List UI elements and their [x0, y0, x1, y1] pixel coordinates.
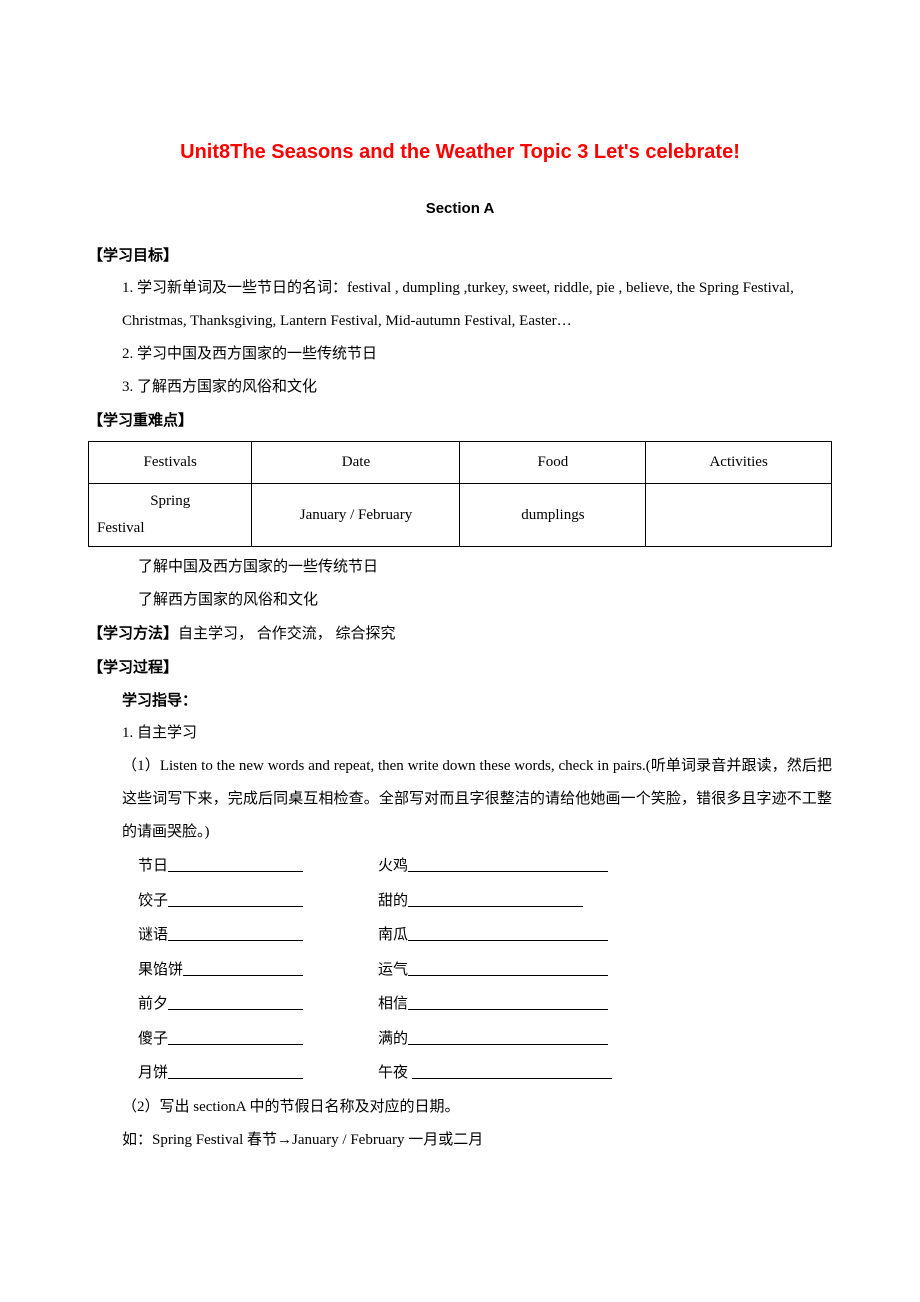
cell-activities [646, 484, 832, 547]
vocab-right: 南瓜 [378, 927, 408, 943]
vocab-list: 节日 火鸡 饺子 甜的 谜语 南瓜 果馅饼 运气 前夕 相信 傻子 满的 月饼 … [88, 849, 832, 1091]
th-date: Date [252, 442, 460, 484]
methods-heading: 【学习方法】 [88, 625, 178, 642]
blank-line [412, 1064, 612, 1079]
guide-label: 学习指导： [88, 684, 832, 717]
keypoints-note-1: 了解中国及西方国家的一些传统节日 [88, 551, 832, 584]
blank-line [168, 857, 303, 872]
blank-line [408, 995, 608, 1010]
table-header-row: Festivals Date Food Activities [89, 442, 832, 484]
vocab-right: 运气 [378, 962, 408, 978]
blank-line [168, 1064, 303, 1079]
vocab-row: 饺子 甜的 [138, 884, 832, 919]
cell-food: dumplings [460, 484, 646, 547]
vocab-right: 相信 [378, 996, 408, 1012]
goal-item-2: 2. 学习中国及西方国家的一些传统节日 [88, 338, 832, 371]
step1-label: 1. 自主学习 [88, 717, 832, 750]
cell-date: January / February [252, 484, 460, 547]
blank-line [408, 892, 583, 907]
vocab-row: 前夕 相信 [138, 987, 832, 1022]
vocab-right: 甜的 [378, 893, 408, 909]
vocab-right: 午夜 [378, 1065, 412, 1081]
festivals-table: Festivals Date Food Activities Spring Fe… [88, 441, 832, 547]
vocab-left: 前夕 [138, 996, 168, 1012]
vocab-row: 节日 火鸡 [138, 849, 832, 884]
vocab-row: 傻子 满的 [138, 1022, 832, 1057]
blank-line [408, 1030, 608, 1045]
process-heading: 【学习过程】 [88, 651, 832, 684]
step1-2-text: （2）写出 sectionA 中的节假日名称及对应的日期。 [88, 1091, 832, 1124]
vocab-row: 月饼 午夜 [138, 1056, 832, 1091]
goal-item-1: 1. 学习新单词及一些节日的名词：festival , dumpling ,tu… [88, 272, 832, 338]
th-festivals: Festivals [89, 442, 252, 484]
blank-line [168, 1030, 303, 1045]
page-title: Unit8The Seasons and the Weather Topic 3… [88, 130, 832, 174]
methods-line: 【学习方法】自主学习， 合作交流， 综合探究 [88, 617, 832, 651]
goal-item-3: 3. 了解西方国家的风俗和文化 [88, 371, 832, 404]
cell-festival: Spring Festival [89, 484, 252, 547]
section-subtitle: Section A [88, 192, 832, 225]
th-food: Food [460, 442, 646, 484]
step1-2-example: 如：Spring Festival 春节→January / February … [88, 1124, 832, 1157]
vocab-left: 傻子 [138, 1031, 168, 1047]
vocab-left: 果馅饼 [138, 962, 183, 978]
methods-text: 自主学习， 合作交流， 综合探究 [178, 626, 396, 642]
vocab-row: 果馅饼 运气 [138, 953, 832, 988]
th-activities: Activities [646, 442, 832, 484]
table-row: Spring Festival January / February dumpl… [89, 484, 832, 547]
blank-line [168, 995, 303, 1010]
blank-line [408, 961, 608, 976]
vocab-right: 满的 [378, 1031, 408, 1047]
vocab-left: 谜语 [138, 927, 168, 943]
blank-line [408, 926, 608, 941]
vocab-row: 谜语 南瓜 [138, 918, 832, 953]
vocab-left: 节日 [138, 858, 168, 874]
blank-line [168, 926, 303, 941]
step1-1-text: （1）Listen to the new words and repeat, t… [88, 750, 832, 849]
blank-line [168, 892, 303, 907]
keypoints-note-2: 了解西方国家的风俗和文化 [88, 584, 832, 617]
blank-line [183, 961, 303, 976]
goals-heading: 【学习目标】 [88, 239, 832, 272]
vocab-left: 饺子 [138, 893, 168, 909]
vocab-right: 火鸡 [378, 858, 408, 874]
blank-line [408, 857, 608, 872]
keypoints-heading: 【学习重难点】 [88, 404, 832, 437]
vocab-left: 月饼 [138, 1065, 168, 1081]
